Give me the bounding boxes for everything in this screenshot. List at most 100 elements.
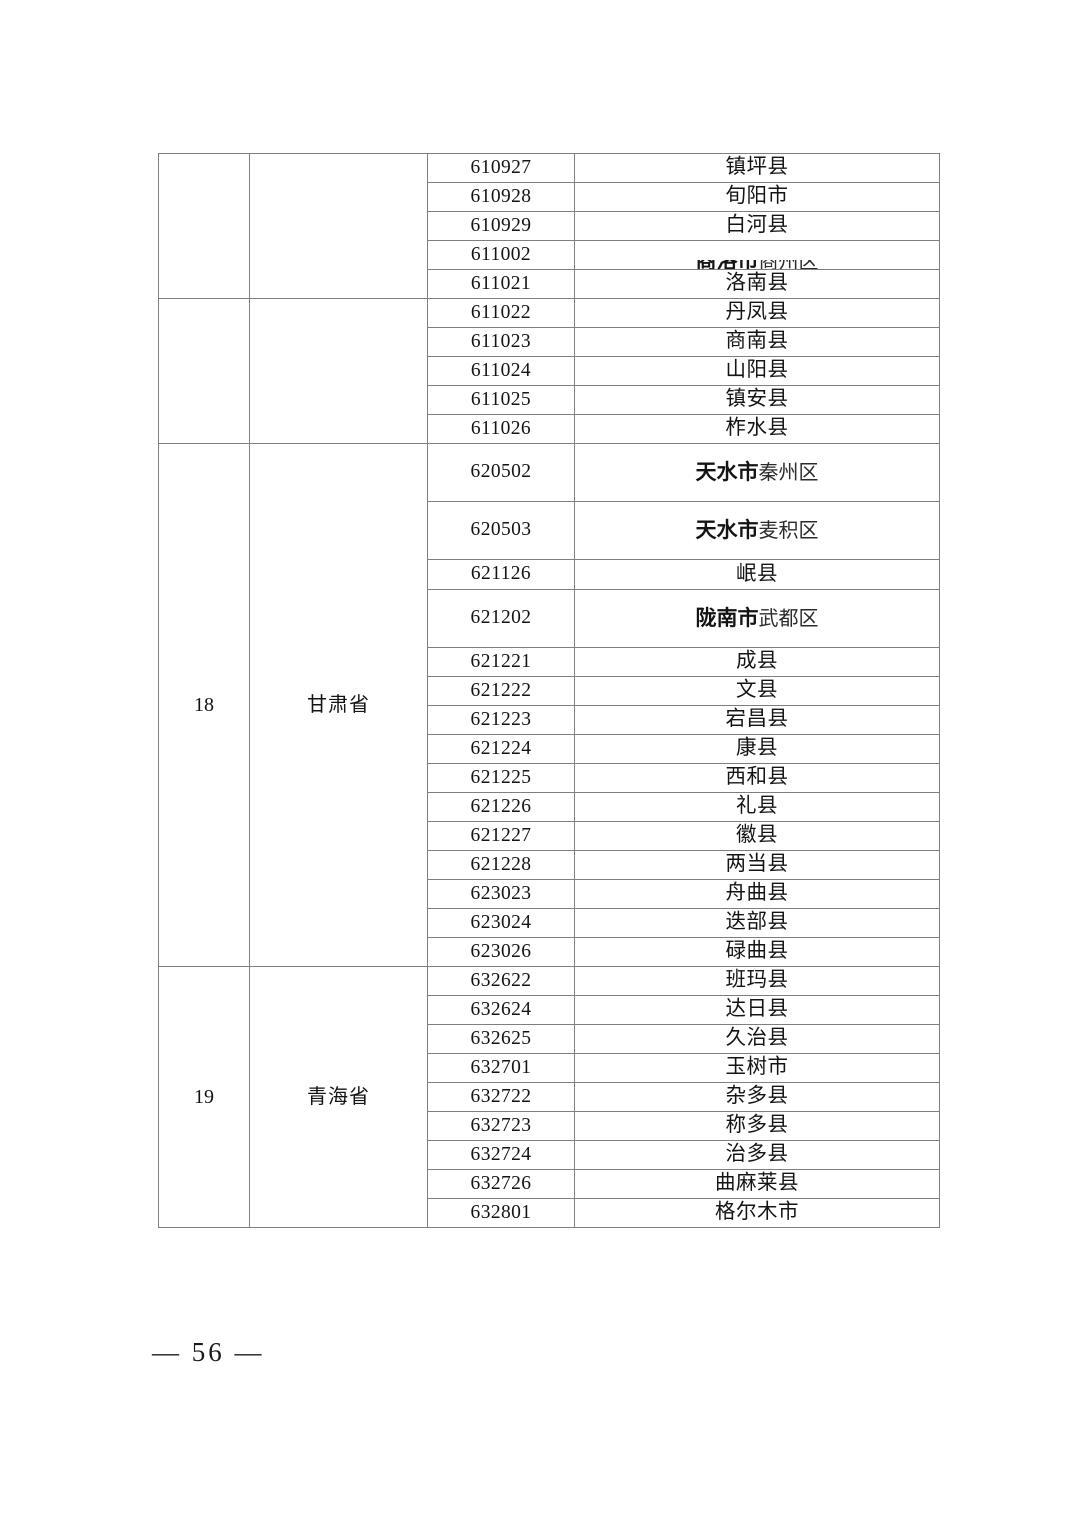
clipped-text-viewport: 商洛市商州区 xyxy=(576,260,939,269)
division-code-cell: 632701 xyxy=(427,1053,575,1083)
table-row: 621228 两当县 xyxy=(159,850,940,880)
table-row: 611021 洛南县 xyxy=(159,269,940,299)
division-code-cell: 632726 xyxy=(427,1169,575,1199)
division-name-cell: 天水市秦州区 xyxy=(574,443,940,502)
division-name-cell: 柞水县 xyxy=(574,414,940,444)
division-name-cell: 格尔木市 xyxy=(574,1198,940,1228)
division-code-cell: 621228 xyxy=(427,850,575,880)
division-name-cell: 舟曲县 xyxy=(574,879,940,909)
district-name: 武都区 xyxy=(758,607,819,630)
table-row: 621223 宕昌县 xyxy=(159,705,940,735)
table-row: 632701 玉树市 xyxy=(159,1053,940,1083)
city-name: 陇南市 xyxy=(695,605,759,630)
table-row: 610929 白河县 xyxy=(159,211,940,241)
division-name-cell: 白河县 xyxy=(574,211,940,241)
row-index-cell xyxy=(158,298,250,444)
division-code-cell: 610929 xyxy=(427,211,575,241)
division-code-cell: 621222 xyxy=(427,676,575,706)
division-code-cell: 632724 xyxy=(427,1140,575,1170)
division-code-cell: 610928 xyxy=(427,182,575,212)
district-name: 麦积区 xyxy=(758,519,819,542)
table-row: 611024 山阳县 xyxy=(159,356,940,386)
division-name-cell: 文县 xyxy=(574,676,940,706)
division-name-cell: 玉树市 xyxy=(574,1053,940,1083)
division-code-cell: 632722 xyxy=(427,1082,575,1112)
division-code-cell: 632622 xyxy=(427,966,575,996)
division-code-cell: 621126 xyxy=(427,559,575,590)
table-row: 610928 旬阳市 xyxy=(159,182,940,212)
table-row: 621202 陇南市武都区 xyxy=(159,589,940,648)
city-name: 天水市 xyxy=(695,517,759,542)
division-code-cell: 621225 xyxy=(427,763,575,793)
table-row: 621226 礼县 xyxy=(159,792,940,822)
table-row: 632726 曲麻莱县 xyxy=(159,1169,940,1199)
division-code-cell: 611023 xyxy=(427,327,575,357)
division-name-cell: 碌曲县 xyxy=(574,937,940,967)
division-name-cell: 康县 xyxy=(574,734,940,764)
division-name-cell: 山阳县 xyxy=(574,356,940,386)
division-code-cell: 611022 xyxy=(427,298,575,328)
division-code-cell: 610927 xyxy=(427,153,575,183)
division-code-cell: 623023 xyxy=(427,879,575,909)
division-name-cell: 镇安县 xyxy=(574,385,940,415)
division-name-cell: 达日县 xyxy=(574,995,940,1025)
division-name-cell: 旬阳市 xyxy=(574,182,940,212)
division-code-cell: 632624 xyxy=(427,995,575,1025)
row-index-cell xyxy=(158,153,250,299)
division-name-cell: 陇南市武都区 xyxy=(574,589,940,648)
division-code-cell: 620502 xyxy=(427,443,575,502)
row-index-cell: 18 xyxy=(158,443,250,967)
division-code-cell: 611024 xyxy=(427,356,575,386)
province-name-cell xyxy=(249,298,428,444)
division-code-cell: 621223 xyxy=(427,705,575,735)
district-name: 商州区 xyxy=(759,260,819,269)
division-code-cell: 611021 xyxy=(427,269,575,299)
division-code-cell: 621221 xyxy=(427,647,575,677)
division-code-cell: 621226 xyxy=(427,792,575,822)
division-name-cell: 天水市麦积区 xyxy=(574,501,940,560)
table-row: 610927 镇坪县 xyxy=(158,153,940,299)
division-code-cell: 632801 xyxy=(427,1198,575,1228)
division-code-cell: 611002 xyxy=(427,240,575,270)
table-row: 632625 久治县 xyxy=(159,1024,940,1054)
division-name-cell: 丹凤县 xyxy=(574,298,940,328)
province-name-cell xyxy=(249,153,428,299)
division-code-cell: 621202 xyxy=(427,589,575,648)
division-code-cell: 623024 xyxy=(427,908,575,938)
division-code-cell: 611026 xyxy=(427,414,575,444)
division-code-cell: 621227 xyxy=(427,821,575,851)
table-row: 632722 杂多县 xyxy=(159,1082,940,1112)
division-name-cell: 礼县 xyxy=(574,792,940,822)
table-row: 18 甘肃省 620502 天水市秦州区 xyxy=(158,443,940,967)
table-row: 611002商洛市商州区 xyxy=(159,240,940,270)
division-code-cell: 611025 xyxy=(427,385,575,415)
table-row: 621224 康县 xyxy=(159,734,940,764)
table-row: 611022 丹凤县 xyxy=(158,298,940,444)
row-index-cell: 19 xyxy=(158,966,250,1228)
division-code-cell: 623026 xyxy=(427,937,575,967)
table-row: 19 青海省 632622 班玛县 xyxy=(158,966,940,1228)
city-name: 商洛市 xyxy=(696,260,759,269)
division-name-cell: 治多县 xyxy=(574,1140,940,1170)
division-name-cell: 商南县 xyxy=(574,327,940,357)
division-name-cell: 镇坪县 xyxy=(574,153,940,183)
table-row: 623023 舟曲县 xyxy=(159,879,940,909)
table-row: 621222 文县 xyxy=(159,676,940,706)
table-row: 623026 碌曲县 xyxy=(159,937,940,967)
division-name-cell: 班玛县 xyxy=(574,966,940,996)
division-name-cell: 岷县 xyxy=(574,559,940,590)
division-name-cell: 两当县 xyxy=(574,850,940,880)
division-code-cell: 632625 xyxy=(427,1024,575,1054)
division-name-cell: 成县 xyxy=(574,647,940,677)
district-name: 秦州区 xyxy=(758,461,819,484)
table-row: 632723 称多县 xyxy=(159,1111,940,1141)
table-row: 621225 西和县 xyxy=(159,763,940,793)
division-name-cell: 宕昌县 xyxy=(574,705,940,735)
division-name-cell: 称多县 xyxy=(574,1111,940,1141)
division-name-cell: 西和县 xyxy=(574,763,940,793)
division-name-cell: 洛南县 xyxy=(574,269,940,299)
table-row: 611023 商南县 xyxy=(159,327,940,357)
table-row: 611026 柞水县 xyxy=(159,414,940,444)
division-name-cell: 杂多县 xyxy=(574,1082,940,1112)
